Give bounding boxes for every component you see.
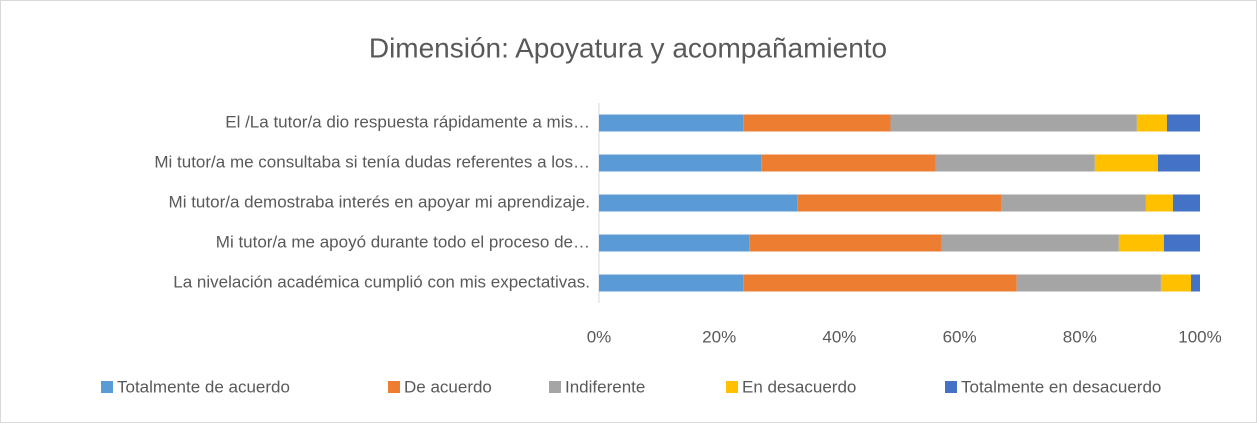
bar-segment: [743, 274, 1017, 292]
legend-label: En desacuerdo: [742, 377, 856, 396]
legend-label: De acuerdo: [404, 377, 492, 396]
bar-segment: [1163, 234, 1200, 252]
bar-segment: [1160, 274, 1191, 292]
category-label: El /La tutor/a dio respuesta rápidamente…: [225, 112, 590, 131]
bar-segment: [1118, 234, 1164, 252]
category-label: La nivelación académica cumplió con mis …: [173, 272, 590, 291]
legend-label: Indiferente: [565, 377, 645, 396]
x-tick-label: 60%: [943, 327, 977, 346]
legend-label: Totalmente en desacuerdo: [961, 377, 1161, 396]
category-label: Mi tutor/a me consultaba si tenía dudas …: [154, 152, 590, 171]
chart-title: Dimensión: Apoyatura y acompañamiento: [369, 32, 887, 63]
bar-segment: [1157, 154, 1200, 172]
bar-segment: [1136, 114, 1167, 132]
legend-swatch: [945, 381, 957, 393]
x-tick-label: 20%: [702, 327, 736, 346]
bar-segment: [1001, 194, 1146, 212]
bar-segment: [743, 114, 891, 132]
legend-swatch: [388, 381, 400, 393]
bar-segment: [599, 234, 750, 252]
legend-label: Totalmente de acuerdo: [117, 377, 290, 396]
bar-segment: [599, 194, 798, 212]
legend-swatch: [726, 381, 738, 393]
bar-segment: [1166, 114, 1200, 132]
x-tick-label: 80%: [1063, 327, 1097, 346]
bar-segment: [1016, 274, 1161, 292]
bar-segment: [761, 154, 936, 172]
bar-segment: [797, 194, 1002, 212]
bar-segment: [1145, 194, 1173, 212]
bar-segment: [599, 274, 744, 292]
bar-segment: [1172, 194, 1200, 212]
legend-swatch: [101, 381, 113, 393]
category-label: Mi tutor/a demostraba interés en apoyar …: [169, 192, 590, 211]
bar-segment: [599, 114, 744, 132]
legend-swatch: [549, 381, 561, 393]
bar-segment: [1190, 274, 1200, 292]
bar-segment: [935, 154, 1095, 172]
bar-segment: [941, 234, 1119, 252]
x-tick-label: 0%: [587, 327, 612, 346]
bar-segment: [890, 114, 1137, 132]
bar-segment: [1094, 154, 1158, 172]
category-label: Mi tutor/a me apoyó durante todo el proc…: [216, 232, 590, 251]
bar-segment: [599, 154, 762, 172]
x-tick-label: 100%: [1178, 327, 1221, 346]
bar-segment: [749, 234, 942, 252]
x-tick-label: 40%: [822, 327, 856, 346]
